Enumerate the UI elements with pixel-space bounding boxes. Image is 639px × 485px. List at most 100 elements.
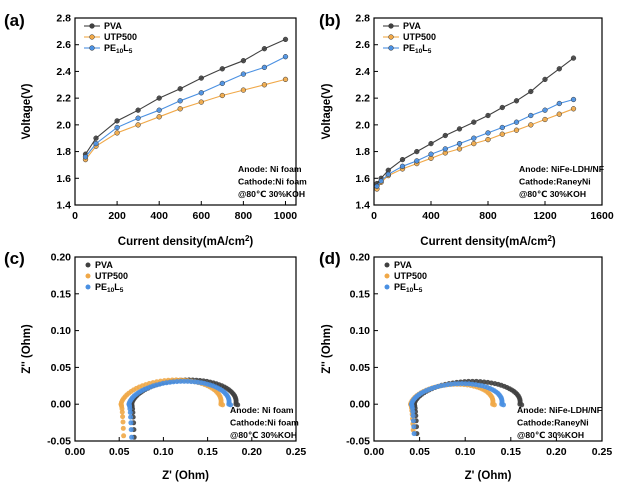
data-point [198, 90, 204, 96]
data-point [120, 414, 126, 420]
legend-entry: PE10L5 [403, 43, 432, 55]
y-tick-label: 2.4 [56, 66, 71, 78]
panel-label: (d) [319, 249, 341, 268]
x-tick-label: 0.10 [455, 446, 476, 458]
data-point [177, 106, 183, 112]
data-point [156, 114, 162, 120]
data-point [114, 118, 120, 124]
data-point [385, 171, 391, 177]
legend-entry: UTP500 [104, 32, 137, 42]
data-point [411, 431, 417, 437]
data-point [428, 140, 434, 147]
x-tick-label: 0.00 [364, 446, 385, 458]
data-point [156, 107, 162, 113]
data-point [428, 151, 434, 157]
y-tick-label: 2.0 [355, 119, 370, 131]
y-tick-label: 2.2 [355, 93, 370, 105]
annotation-line: Cathode:RaneyNi [517, 418, 589, 428]
x-tick-label: 200 [108, 210, 126, 222]
series-pe10l5 [408, 381, 506, 437]
y-tick-label: 0.05 [51, 362, 72, 374]
data-point [128, 414, 134, 420]
y-tick-label: 1.4 [56, 200, 71, 212]
y-tick-label: 0.20 [51, 252, 72, 264]
x-tick-label: 1600 [590, 210, 614, 222]
data-point [93, 140, 99, 147]
legend-entry: PE10L5 [104, 43, 133, 55]
data-point [485, 130, 491, 136]
annotation-line: @80℃ 30%KOH [517, 430, 584, 440]
data-point [170, 379, 176, 385]
y-tick-label: 1.6 [56, 173, 71, 185]
legend-entry: UTP500 [394, 271, 427, 281]
data-point [442, 132, 448, 139]
legend-entry: UTP500 [95, 271, 128, 281]
legend-marker [85, 273, 91, 279]
data-point [135, 115, 141, 121]
legend-marker [85, 284, 91, 290]
y-tick-label: 0.20 [350, 252, 371, 264]
x-tick-label: 0.00 [65, 446, 86, 458]
y-tick-label: 1.8 [56, 146, 71, 158]
data-point [399, 163, 406, 169]
x-tick-label: 600 [193, 210, 211, 222]
series-utp500 [82, 76, 289, 163]
data-point [261, 46, 268, 52]
data-point [491, 402, 497, 408]
legend-marker [384, 273, 390, 279]
plot-frame [74, 256, 297, 442]
data-point [129, 434, 135, 440]
data-point [120, 425, 126, 431]
y-tick-label: 2.2 [56, 93, 71, 105]
panel-label: (c) [4, 249, 25, 268]
series-pe10l5 [374, 96, 577, 189]
data-point [282, 54, 289, 60]
legend-entry: UTP500 [403, 32, 436, 42]
panel-label: (b) [319, 11, 341, 30]
data-point [198, 99, 204, 105]
x-axis-title: Current density(mA/cm2) [420, 234, 556, 248]
x-tick-label: 0.05 [109, 446, 130, 458]
annotation-line: @80℃ 30%KOH [519, 189, 586, 199]
annotation-line: Anode: Ni foam [238, 164, 302, 174]
data-point [177, 98, 183, 104]
conditions-annotation: Anode: Ni foam Cathode:Ni foam @80℃ 30%KOH [230, 405, 299, 440]
series-line [376, 98, 574, 187]
annotation-line: Anode: Ni foam [230, 405, 294, 415]
data-point [282, 76, 289, 83]
data-point [128, 420, 134, 426]
data-point [219, 66, 225, 72]
data-point [542, 116, 548, 123]
panel-label: (a) [4, 11, 25, 30]
legend-entry: PVA [403, 21, 421, 31]
data-point [528, 112, 534, 119]
series-utp500 [408, 381, 497, 433]
data-point [198, 75, 204, 81]
data-point [174, 379, 180, 385]
data-point [442, 146, 448, 152]
data-point [456, 126, 463, 132]
data-point [542, 76, 548, 83]
x-tick-label: 0.15 [501, 446, 522, 458]
data-point [456, 146, 463, 152]
y-tick-label: 1.6 [355, 173, 370, 185]
data-point [513, 119, 520, 125]
legend-marker [388, 23, 394, 29]
annotation-line: Cathode:Ni foam [230, 418, 299, 428]
data-point [570, 106, 577, 112]
series-line [376, 108, 574, 190]
data-point [219, 92, 225, 99]
x-tick-label: 0.25 [592, 446, 613, 458]
annotation-line: Cathode:RaneyNi [519, 177, 591, 187]
data-point [240, 58, 247, 64]
x-tick-label: 1200 [533, 210, 557, 222]
y-axis-title: Z'' (Ohm) [321, 324, 333, 374]
y-axis-title: Voltage(V) [21, 83, 33, 139]
data-point [410, 418, 416, 424]
data-point [471, 119, 477, 125]
data-point [501, 402, 506, 408]
